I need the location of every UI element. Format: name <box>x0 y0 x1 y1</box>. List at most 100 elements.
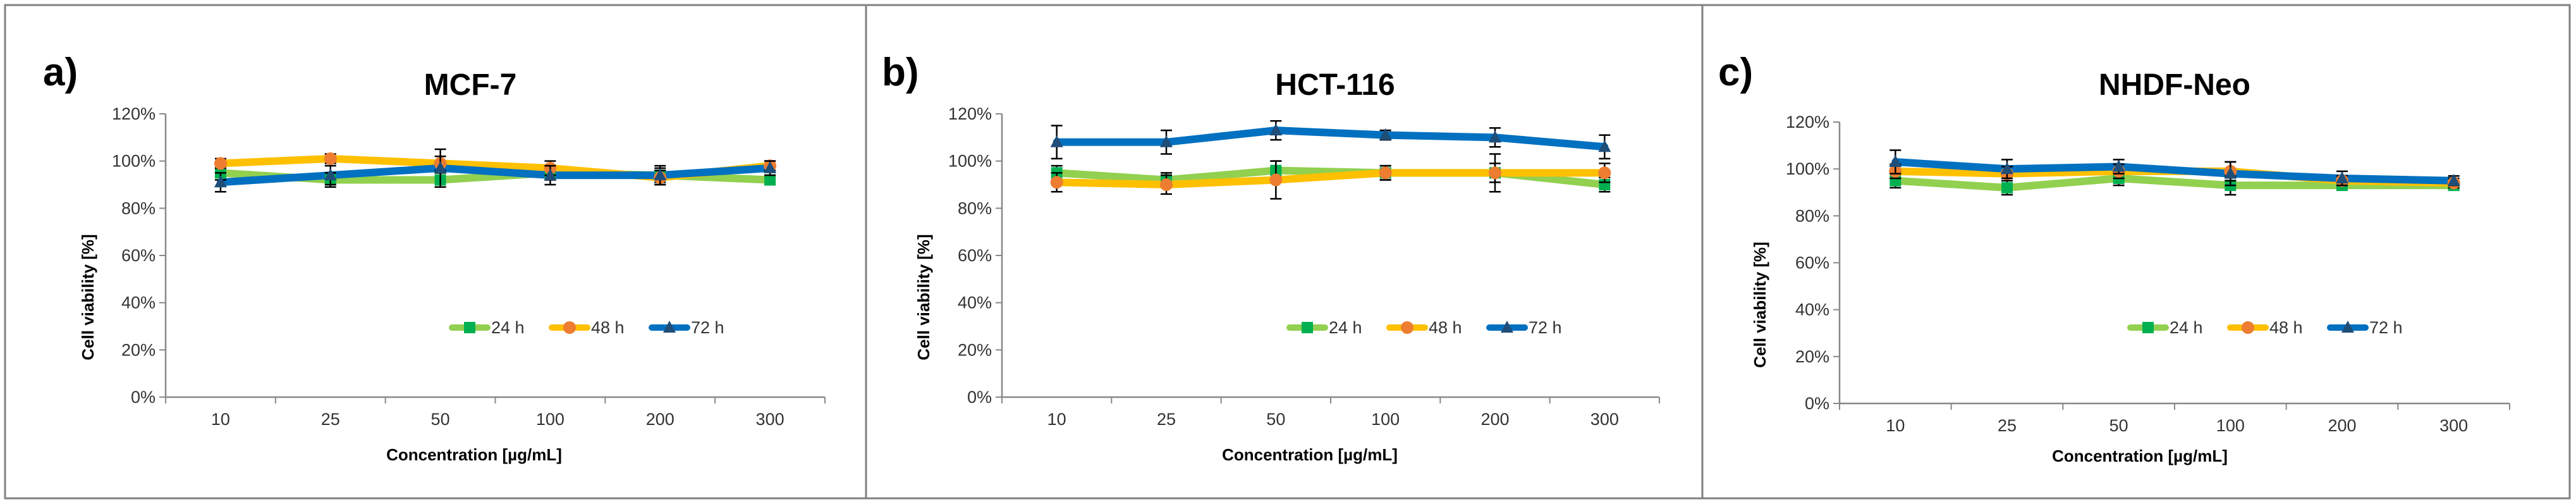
panel-a-point-24h <box>764 174 776 186</box>
panel-a-xtick-label: 10 <box>211 410 230 429</box>
panel-b-legend-marker <box>1302 322 1313 333</box>
panel-a-point-48h <box>214 157 227 170</box>
panel-a-letter: a) <box>43 51 78 94</box>
panel-c-legend-label: 72 h <box>2369 318 2403 337</box>
panel-c-legend-label: 48 h <box>2269 318 2303 337</box>
panel-c-xtick-label: 300 <box>2439 416 2468 435</box>
panel-c-letter: c) <box>1718 51 1753 94</box>
panel-c-plot: 0% 20% 40% 60% 80% 100% 120% 10 25 50 100 200 300 24 … <box>1786 113 2510 435</box>
panel-c-point-72h <box>2112 159 2125 172</box>
panel-b-ytick-label: 60% <box>958 246 992 265</box>
panel-a-ytick-label: 20% <box>121 340 156 359</box>
panel-a-ytick-label: 40% <box>121 293 156 312</box>
panel-a-ytick-label: 0% <box>131 388 156 407</box>
panel-b-point-72h <box>1160 135 1173 147</box>
panel-a-ylabel: Cell viability [%] <box>78 234 97 360</box>
panel-c-xtick-label: 10 <box>1886 416 1905 435</box>
panel-b-plot: 0% 20% 40% 60% 80% 100% 120% 10 25 50 100 200 300 24 … <box>948 104 1660 429</box>
panel-c-ytick-label: 60% <box>1795 254 1829 273</box>
panel-b-xlabel: Concentration [µg/mL] <box>1222 445 1398 464</box>
panel-b-series-line-48h <box>1053 169 1609 188</box>
panel-a-point-72h <box>654 168 667 181</box>
panel-c-series-line-72h <box>1891 158 2458 185</box>
panel-b-xtick-label: 10 <box>1047 410 1066 429</box>
panel-a-xtick-label: 200 <box>646 410 675 429</box>
panel-c-series-line-24h <box>1891 175 2458 192</box>
panel-c-point-72h <box>2447 173 2460 186</box>
panel-c-ytick-label: 0% <box>1805 394 1829 413</box>
panel-c-xtick-label: 25 <box>1998 416 2017 435</box>
panel-b-ylabel: Cell viability [%] <box>914 234 933 360</box>
panel-a-title: MCF-7 <box>424 68 517 102</box>
panel-c-legend-label: 24 h <box>2170 318 2203 337</box>
panel-b-point-72h <box>1379 128 1392 140</box>
panel-b-point-72h <box>1050 135 1063 147</box>
panel-c-point-72h <box>2224 166 2237 179</box>
panel-b-xtick-label: 50 <box>1266 410 1285 429</box>
panel-b-point-72h <box>1269 123 1283 136</box>
panel-b-point-48h <box>1269 173 1283 187</box>
panel-a-ytick-label: 120% <box>112 104 156 123</box>
panel-b-xtick-label: 25 <box>1157 410 1176 429</box>
panel-b-ytick-label: 0% <box>967 388 992 407</box>
panel-b-ytick-label: 80% <box>958 199 992 218</box>
panel-a-ytick-label: 60% <box>121 246 156 265</box>
panel-a-point-72h <box>434 161 447 173</box>
panel-a-ytick-label: 100% <box>112 152 156 171</box>
panel-a-xlabel: Concentration [µg/mL] <box>386 445 562 464</box>
panel-c-ytick-label: 20% <box>1795 347 1829 366</box>
panel-b-point-72h <box>1598 140 1611 152</box>
panel-a-xtick-label: 50 <box>431 410 450 429</box>
panel-a-series-line-72h <box>216 164 774 187</box>
panel-b-point-72h <box>1489 130 1501 143</box>
panel-b-legend-marker <box>1501 321 1513 333</box>
panel-c-point-72h <box>1889 155 1902 168</box>
panel-a: a) MCF-7 Cell viability [%] Concentratio… <box>4 4 867 500</box>
panel-b-series-line-72h <box>1053 126 1609 151</box>
panel-c-point-24h <box>2001 181 2013 194</box>
panel-c-border <box>1701 4 2571 500</box>
panel-a-xtick-label: 25 <box>321 410 340 429</box>
panel-b-xtick-label: 100 <box>1371 410 1400 429</box>
panel-c-xlabel: Concentration [µg/mL] <box>2052 446 2228 465</box>
panel-b-legend-label: 72 h <box>1529 318 1562 337</box>
panel-c-title: NHDF-Neo <box>2099 68 2250 102</box>
panel-c-ytick-label: 100% <box>1786 159 1829 178</box>
panel-b-point-48h <box>1489 166 1501 180</box>
panel-b-point-48h <box>1160 178 1173 191</box>
panel-b-point-48h <box>1379 166 1392 180</box>
panel-a-point-72h <box>544 168 557 181</box>
panel-a-point-72h <box>214 175 227 188</box>
panel-a-point-48h <box>324 152 337 165</box>
panel-b-ytick-label: 100% <box>948 152 992 171</box>
panel-b-title: HCT-116 <box>1275 68 1395 102</box>
panel-a-point-72h <box>324 168 337 181</box>
panel-c-xtick-label: 100 <box>2216 416 2245 435</box>
panel-b-ytick-label: 20% <box>958 340 992 359</box>
panel-c-ytick-label: 80% <box>1795 206 1829 225</box>
panel-a-xtick-label: 300 <box>756 410 784 429</box>
panel-a-legend-label: 72 h <box>691 318 724 337</box>
panel-c-legend-marker <box>2341 321 2354 333</box>
panel-c-xtick-label: 200 <box>2328 416 2356 435</box>
panel-a-legend-label: 24 h <box>491 318 525 337</box>
panel-c-xtick-label: 50 <box>2109 416 2128 435</box>
panel-c-ytick-label: 120% <box>1786 113 1829 132</box>
panel-c-ylabel: Cell viability [%] <box>1750 242 1769 367</box>
panel-a-plot: 0% 20% 40% 60% 80% 100% 120% 10 25 50 100 200 300 24 … <box>112 104 826 429</box>
panel-a-xtick-label: 100 <box>536 410 565 429</box>
panel-c-point-72h <box>2001 162 2013 175</box>
panel-b-ytick-label: 120% <box>948 104 992 123</box>
panel-c-point-72h <box>2336 171 2348 183</box>
panel-c-ytick-label: 40% <box>1795 300 1829 319</box>
panel-a-border <box>4 4 867 500</box>
panel-b-xtick-label: 200 <box>1480 410 1509 429</box>
panel-a-legend-label: 48 h <box>591 318 625 337</box>
panel-a-ytick-label: 80% <box>121 199 156 218</box>
panel-c-legend-marker <box>2142 322 2154 333</box>
panel-b-point-48h <box>1050 176 1063 189</box>
panel-a-legend-marker <box>563 321 576 334</box>
panel-a-legend-marker <box>663 321 676 333</box>
panel-b-point-48h <box>1598 166 1611 180</box>
panel-b-legend-label: 24 h <box>1329 318 1362 337</box>
